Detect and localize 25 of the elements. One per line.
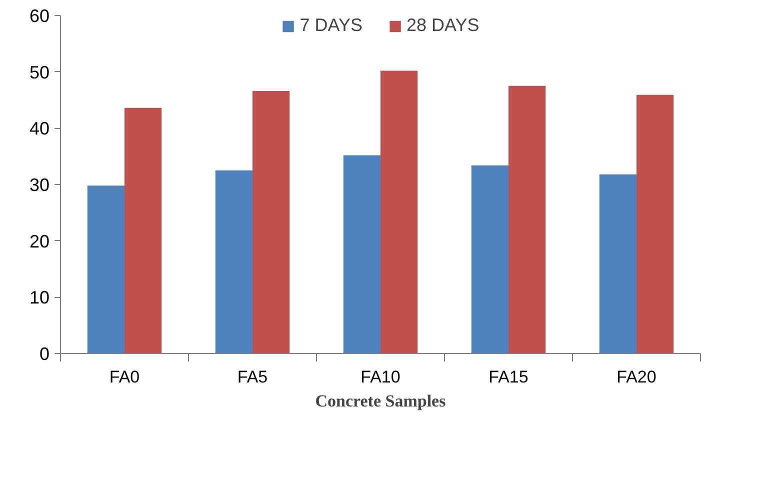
bar (87, 186, 124, 354)
x-tick-label: FA20 (616, 368, 656, 386)
bar (252, 90, 290, 354)
bar (599, 174, 636, 354)
y-tick-label: 50 (29, 62, 50, 82)
x-axis-title: Concrete Samples (315, 392, 446, 410)
bar (124, 108, 162, 354)
y-tick-label: 30 (29, 175, 50, 195)
bar (636, 94, 674, 354)
x-tick-label: FA5 (237, 368, 268, 386)
bar (380, 70, 418, 354)
y-tick-label: 60 (29, 6, 50, 26)
legend-label: 7 DAYS (300, 15, 362, 36)
y-tick-label: 20 (29, 231, 50, 252)
x-tick-label: FA15 (488, 368, 528, 386)
x-tick-label: FA0 (109, 368, 140, 386)
y-tick-label: 0 (39, 344, 50, 364)
bar (508, 86, 546, 354)
y-tick-label: 10 (29, 288, 50, 308)
bar (215, 170, 252, 354)
legend-label: 28 DAYS (406, 15, 480, 36)
bar (471, 165, 508, 354)
bar (343, 155, 380, 354)
y-tick-label: 40 (29, 118, 50, 139)
x-tick-label: FA10 (360, 368, 400, 386)
